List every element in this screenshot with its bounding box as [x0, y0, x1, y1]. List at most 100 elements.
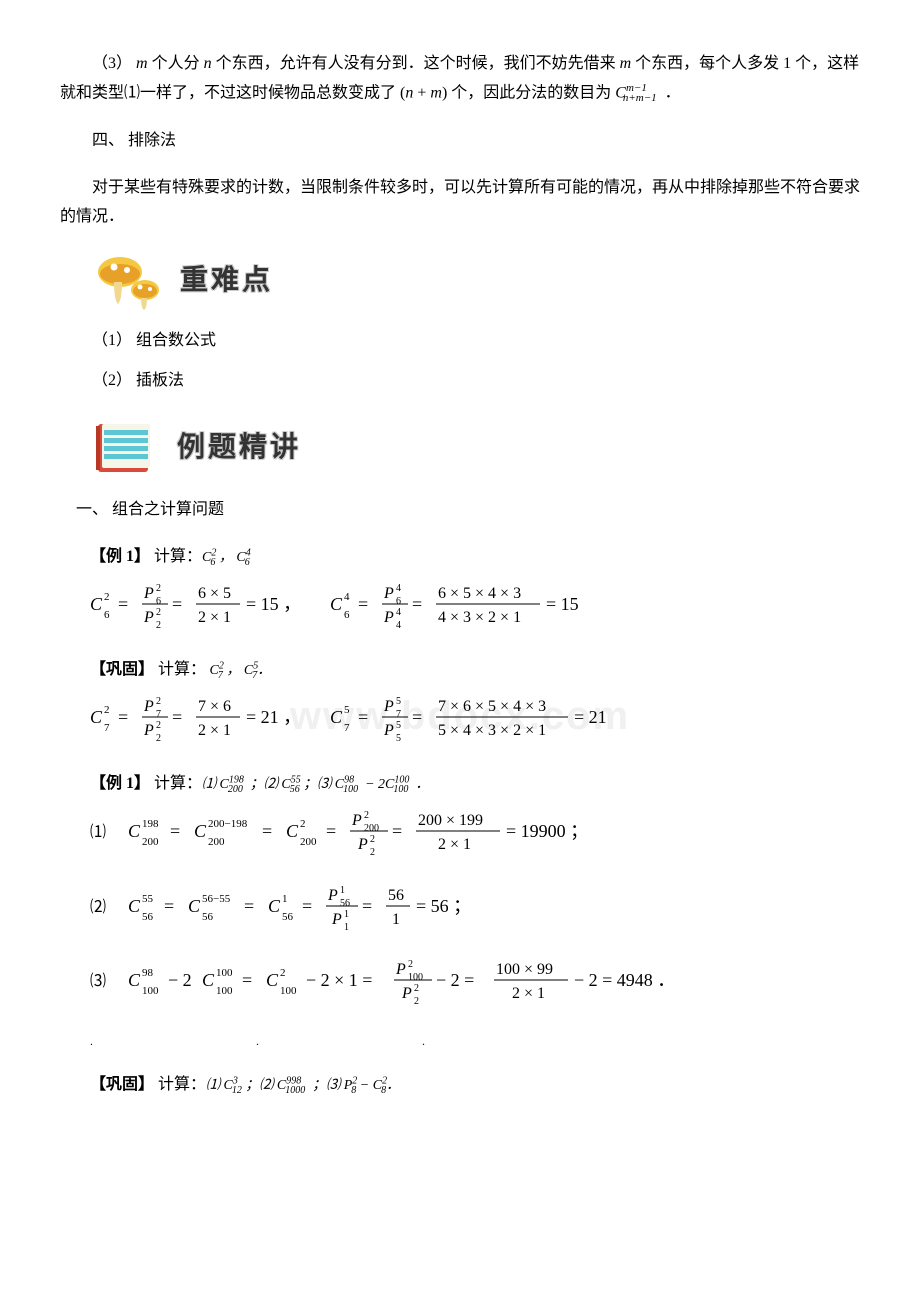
svg-text:P: P — [357, 836, 368, 853]
svg-text:C: C — [266, 970, 279, 990]
svg-text:6: 6 — [104, 609, 110, 621]
svg-text:2: 2 — [156, 607, 161, 618]
consolidate-1-rest: 计算： — [154, 661, 206, 678]
heading-four: 四、 排除法 — [60, 127, 860, 156]
svg-text:C: C — [128, 970, 141, 990]
svg-text:2: 2 — [408, 959, 413, 970]
heading-key-points-label: 重难点 — [180, 256, 273, 306]
svg-text:2: 2 — [364, 810, 369, 821]
svg-text:P: P — [331, 911, 342, 928]
svg-text:7: 7 — [156, 709, 161, 720]
paragraph-exclude: 对于某些有特殊要求的计数，当限制条件较多时，可以先计算所有可能的情况，再从中排除… — [60, 174, 860, 232]
svg-text:7: 7 — [344, 722, 350, 734]
svg-text:200: 200 — [208, 836, 225, 848]
example-1b-line1: ⑴ C 198 200 = C 200−198 200 = C 2 200 = … — [90, 807, 860, 868]
svg-text:200: 200 — [364, 823, 379, 834]
svg-text:200: 200 — [142, 836, 159, 848]
svg-text:− 2 × 1 =: − 2 × 1 = — [306, 970, 372, 990]
svg-text:C: C — [194, 821, 207, 841]
svg-text:P: P — [143, 698, 154, 715]
heading-key-points: 重难点 — [90, 252, 860, 312]
svg-text:P: P — [383, 585, 394, 602]
svg-text:C: C — [90, 594, 103, 614]
consolidate-2-math: ⑴ C312 ；⑵ C9981000 ；⑶ P28 − C28． — [206, 1078, 400, 1093]
svg-text:C: C — [330, 594, 343, 614]
item-insert-board: （2） 插板法 — [60, 367, 860, 396]
svg-text:2: 2 — [156, 583, 161, 594]
svg-text:56: 56 — [388, 887, 404, 904]
example-1b-prefix: 【例 1】 — [90, 775, 150, 792]
svg-text:56−55: 56−55 — [202, 893, 231, 905]
svg-text:2: 2 — [156, 620, 161, 628]
svg-text:5: 5 — [396, 696, 401, 707]
paragraph-three: （3） m 个人分 n 个东西，允许有人没有分到．这个时候，我们不妨先借来 m … — [60, 50, 860, 109]
svg-text:198: 198 — [142, 818, 159, 830]
example-1-prefix: 【例 1】 — [90, 548, 150, 565]
svg-text:⑴: ⑴ — [90, 823, 106, 841]
svg-text:200 × 199: 200 × 199 — [418, 812, 483, 829]
svg-text:5: 5 — [396, 733, 401, 741]
svg-text:2: 2 — [414, 996, 419, 1006]
svg-text:=: = — [358, 594, 368, 614]
svg-text:100: 100 — [280, 985, 297, 997]
svg-text:= 19900 ；: = 19900 ； — [506, 821, 588, 841]
svg-text:P: P — [383, 722, 394, 739]
svg-text:100: 100 — [216, 967, 233, 979]
svg-text:2 × 1: 2 × 1 — [198, 722, 231, 739]
svg-text:200: 200 — [300, 836, 317, 848]
svg-text:C: C — [286, 821, 299, 841]
svg-text:− 2: − 2 — [168, 970, 192, 990]
svg-text:= 21 ，: = 21 ， — [246, 707, 301, 727]
consolidate-1-title: 【巩固】 计算： C27 ， C57． — [90, 656, 860, 685]
svg-text:− 2 = 4948 ．: − 2 = 4948 ． — [574, 970, 675, 990]
svg-text:= 21: = 21 — [574, 707, 607, 727]
svg-text:P: P — [327, 887, 338, 904]
svg-text:=: = — [118, 707, 128, 727]
svg-text:P: P — [143, 585, 154, 602]
svg-text:6 × 5: 6 × 5 — [198, 585, 231, 602]
svg-text:1: 1 — [392, 911, 400, 928]
svg-text:= 15 ，: = 15 ， — [246, 594, 301, 614]
svg-text:2: 2 — [280, 967, 286, 979]
svg-text:=: = — [242, 970, 252, 990]
svg-text:=: = — [172, 707, 182, 727]
example-1b-title: 【例 1】 计算：⑴ C198200 ；⑵ C5556 ；⑶ C98100 − … — [90, 770, 860, 799]
consolidate-1-solution: C 2 7 = P 2 7 P 2 2 = 7 × 6 2 × 1 = 21 ，… — [90, 693, 860, 752]
svg-text:55: 55 — [142, 893, 154, 905]
svg-text:P: P — [383, 609, 394, 626]
svg-text:=: = — [358, 707, 368, 727]
svg-text:1: 1 — [344, 909, 349, 920]
example-1b-line2: ⑵ C 55 56 = C 56−55 56 = C 1 56 = P 1 56… — [90, 882, 860, 943]
svg-text:2: 2 — [370, 847, 375, 857]
svg-text:=: = — [392, 821, 402, 841]
svg-text:2 × 1: 2 × 1 — [512, 985, 545, 1002]
svg-text:7: 7 — [396, 709, 401, 720]
svg-text:=: = — [302, 896, 312, 916]
svg-text:2: 2 — [300, 818, 306, 830]
svg-text:P: P — [143, 722, 154, 739]
svg-text:P: P — [383, 698, 394, 715]
example-1b-math: ⑴ C198200 ；⑵ C5556 ；⑶ C98100 − 2C100100 … — [202, 777, 429, 792]
svg-text:=: = — [118, 594, 128, 614]
svg-text:6 × 5 × 4 × 3: 6 × 5 × 4 × 3 — [438, 585, 521, 602]
example-1-title: 【例 1】 计算：C26 ， C46 — [90, 543, 860, 572]
svg-text:2: 2 — [156, 733, 161, 741]
svg-text:=: = — [412, 594, 422, 614]
consolidate-1-math: C27 ， C57． — [206, 663, 271, 678]
svg-text:56: 56 — [142, 911, 154, 923]
svg-text:P: P — [143, 609, 154, 626]
svg-text:2: 2 — [414, 983, 419, 994]
svg-text:= 56 ；: = 56 ； — [416, 896, 471, 916]
svg-text:4: 4 — [396, 607, 401, 618]
example-1-math: C26 ， C46 — [202, 550, 250, 565]
svg-text:=: = — [170, 821, 180, 841]
svg-text:2 × 1: 2 × 1 — [198, 609, 231, 626]
svg-text:56: 56 — [282, 911, 294, 923]
svg-text:C: C — [188, 896, 201, 916]
svg-text:6: 6 — [396, 596, 401, 607]
svg-text:P: P — [401, 985, 412, 1002]
svg-text:100: 100 — [142, 985, 159, 997]
svg-text:6: 6 — [156, 596, 161, 607]
dots-spacer: . . . — [90, 1031, 860, 1053]
svg-text:⑵: ⑵ — [90, 898, 106, 916]
